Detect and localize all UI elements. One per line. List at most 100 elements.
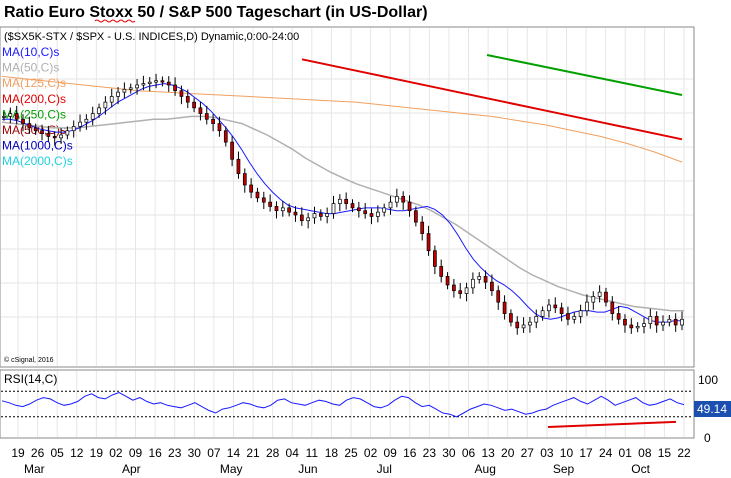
- ma-legend-item: MA(125,C)s: [2, 76, 66, 90]
- candle-body: [97, 107, 101, 114]
- candle-body: [280, 207, 285, 212]
- candle-body: [395, 196, 399, 203]
- candle-body: [255, 191, 260, 199]
- x-day-label: 25: [344, 446, 358, 460]
- x-month-label: Mar: [24, 462, 45, 476]
- candle-body: [388, 201, 393, 209]
- x-day-label: 01: [619, 446, 633, 460]
- candle-body: [540, 310, 545, 317]
- candle-body: [458, 290, 463, 294]
- candle-body: [71, 126, 76, 132]
- x-day-label: 08: [638, 446, 652, 460]
- x-day-label: 30: [442, 446, 456, 460]
- candle-body: [331, 203, 336, 214]
- x-month-label: Aug: [475, 462, 496, 476]
- candle-body: [616, 313, 621, 320]
- candle-body: [477, 276, 482, 280]
- candle-body: [287, 207, 291, 213]
- candle-body: [78, 121, 82, 127]
- candle-body: [179, 90, 184, 97]
- x-axis-day-labels: 19 26 05 12 19 02 09 16 23 30 07 14 21 28 04 11 18 25 02 09…: [11, 446, 691, 460]
- candle-body: [521, 324, 526, 329]
- x-day-label: 19: [90, 446, 104, 460]
- x-day-label: 02: [109, 446, 123, 460]
- candle-body: [528, 321, 532, 326]
- x-day-label: 30: [188, 446, 202, 460]
- x-month-label: Jul: [377, 462, 392, 476]
- candle-body: [52, 136, 57, 139]
- x-day-label: 16: [148, 446, 162, 460]
- candle-body: [122, 88, 127, 93]
- candle-body: [673, 318, 678, 326]
- x-day-label: 19: [11, 446, 25, 460]
- candle-body: [591, 296, 596, 303]
- candle-body: [572, 316, 577, 320]
- ma-legend-item: MA(2000,C)s: [2, 154, 73, 168]
- ma50-line: [1, 115, 684, 312]
- candle-body: [204, 113, 209, 120]
- candle-body: [40, 130, 44, 134]
- ma-legend-item: MA(1000,C)s: [2, 139, 73, 153]
- x-month-label: Sep: [553, 462, 575, 476]
- x-day-label: 27: [521, 446, 535, 460]
- candle-body: [471, 278, 475, 289]
- candle-body: [502, 301, 507, 314]
- x-day-label: 23: [168, 446, 182, 460]
- chart-title: Ratio Euro Stoxx 50 / S&P 500 Tageschart…: [4, 4, 428, 21]
- candle-body: [420, 221, 425, 234]
- candle-body: [14, 113, 19, 120]
- rsi-line: [1, 391, 685, 429]
- rsi-trend-line: [547, 420, 677, 429]
- candle-body: [116, 91, 120, 97]
- rsi-value-label: 49.14: [697, 402, 727, 416]
- candle-body: [59, 134, 63, 139]
- candle-body: [325, 213, 330, 217]
- x-day-label: 22: [677, 446, 691, 460]
- x-day-label: 23: [423, 446, 437, 460]
- x-day-label: 15: [658, 446, 672, 460]
- candle-body: [299, 214, 304, 222]
- ma-legend-item: MA(200,C)s: [2, 92, 66, 106]
- candle-body: [337, 198, 342, 204]
- candle-body: [585, 301, 589, 312]
- candle-body: [407, 201, 412, 212]
- x-month-label: Oct: [631, 462, 650, 476]
- ma-legend-item: MA(10,C)s: [2, 45, 59, 59]
- candle-body: [166, 81, 171, 86]
- candle-body: [553, 304, 558, 309]
- candle-body: [141, 83, 146, 86]
- x-day-label: 11: [306, 446, 319, 460]
- x-day-label: 10: [560, 446, 574, 460]
- candle-body: [515, 321, 520, 329]
- candle-body: [185, 96, 190, 103]
- candle-body: [192, 101, 196, 109]
- candle-body: [578, 310, 583, 317]
- candle-body: [414, 210, 418, 223]
- x-month-label: May: [220, 462, 243, 476]
- rsi-polyline: [1, 391, 685, 418]
- candle-body: [433, 250, 437, 267]
- candle-body: [223, 130, 228, 143]
- candle-body: [426, 233, 431, 252]
- candle-body: [661, 321, 665, 326]
- candle-body: [496, 290, 501, 303]
- rsi-value-badge: [694, 401, 731, 417]
- rsi-panel: [0, 369, 695, 439]
- candle-body: [464, 287, 469, 294]
- candle-body: [604, 291, 608, 303]
- ma-legend-item: MA(50,C)s: [2, 61, 59, 75]
- x-day-label: 04: [286, 446, 300, 460]
- copyright-label: © cSignal, 2016: [4, 356, 54, 364]
- candle-body: [65, 130, 70, 136]
- spell-underline: [94, 19, 136, 23]
- candle-body: [350, 203, 355, 209]
- x-day-label: 09: [129, 446, 143, 460]
- candle-body: [534, 316, 539, 323]
- candle-body: [103, 101, 108, 109]
- candle-body: [306, 217, 310, 222]
- candle-body: [445, 276, 450, 286]
- candle-body: [318, 213, 323, 217]
- candle-body: [509, 313, 513, 323]
- candle-body: [547, 304, 551, 312]
